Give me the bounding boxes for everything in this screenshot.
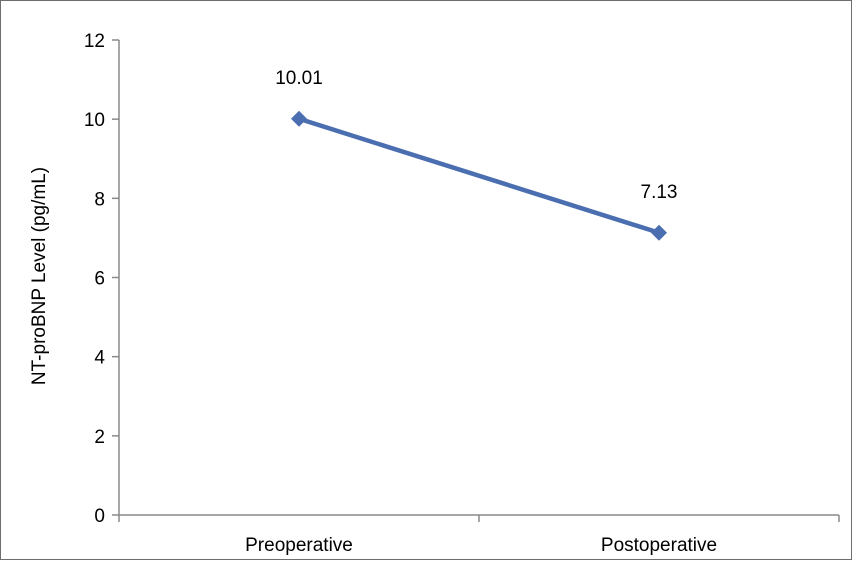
y-tick-label: 2 <box>94 427 105 448</box>
y-tick-label: 12 <box>84 31 105 52</box>
axes <box>118 40 839 516</box>
series-line <box>298 116 660 235</box>
data-label: 7.13 <box>641 182 678 203</box>
y-tick-label: 8 <box>94 189 105 210</box>
y-tick-label: 0 <box>94 506 105 527</box>
x-tick-label: Postoperative <box>601 535 717 556</box>
y-ticks: 0 2 4 6 8 10 12 <box>84 31 119 527</box>
x-tick-label: Preoperative <box>245 535 353 556</box>
y-tick-label: 10 <box>84 110 105 131</box>
x-ticks: Preoperative Postoperative <box>118 515 840 556</box>
plot-series: 10.01 7.13 <box>275 68 677 241</box>
y-tick-label: 4 <box>94 348 105 369</box>
y-tick-label: 6 <box>94 269 105 290</box>
data-point-marker <box>291 110 307 127</box>
y-axis-title: NT-proBNP Level (pg/mL) <box>29 167 50 385</box>
data-point-marker <box>651 224 667 241</box>
data-label: 10.01 <box>275 68 323 89</box>
